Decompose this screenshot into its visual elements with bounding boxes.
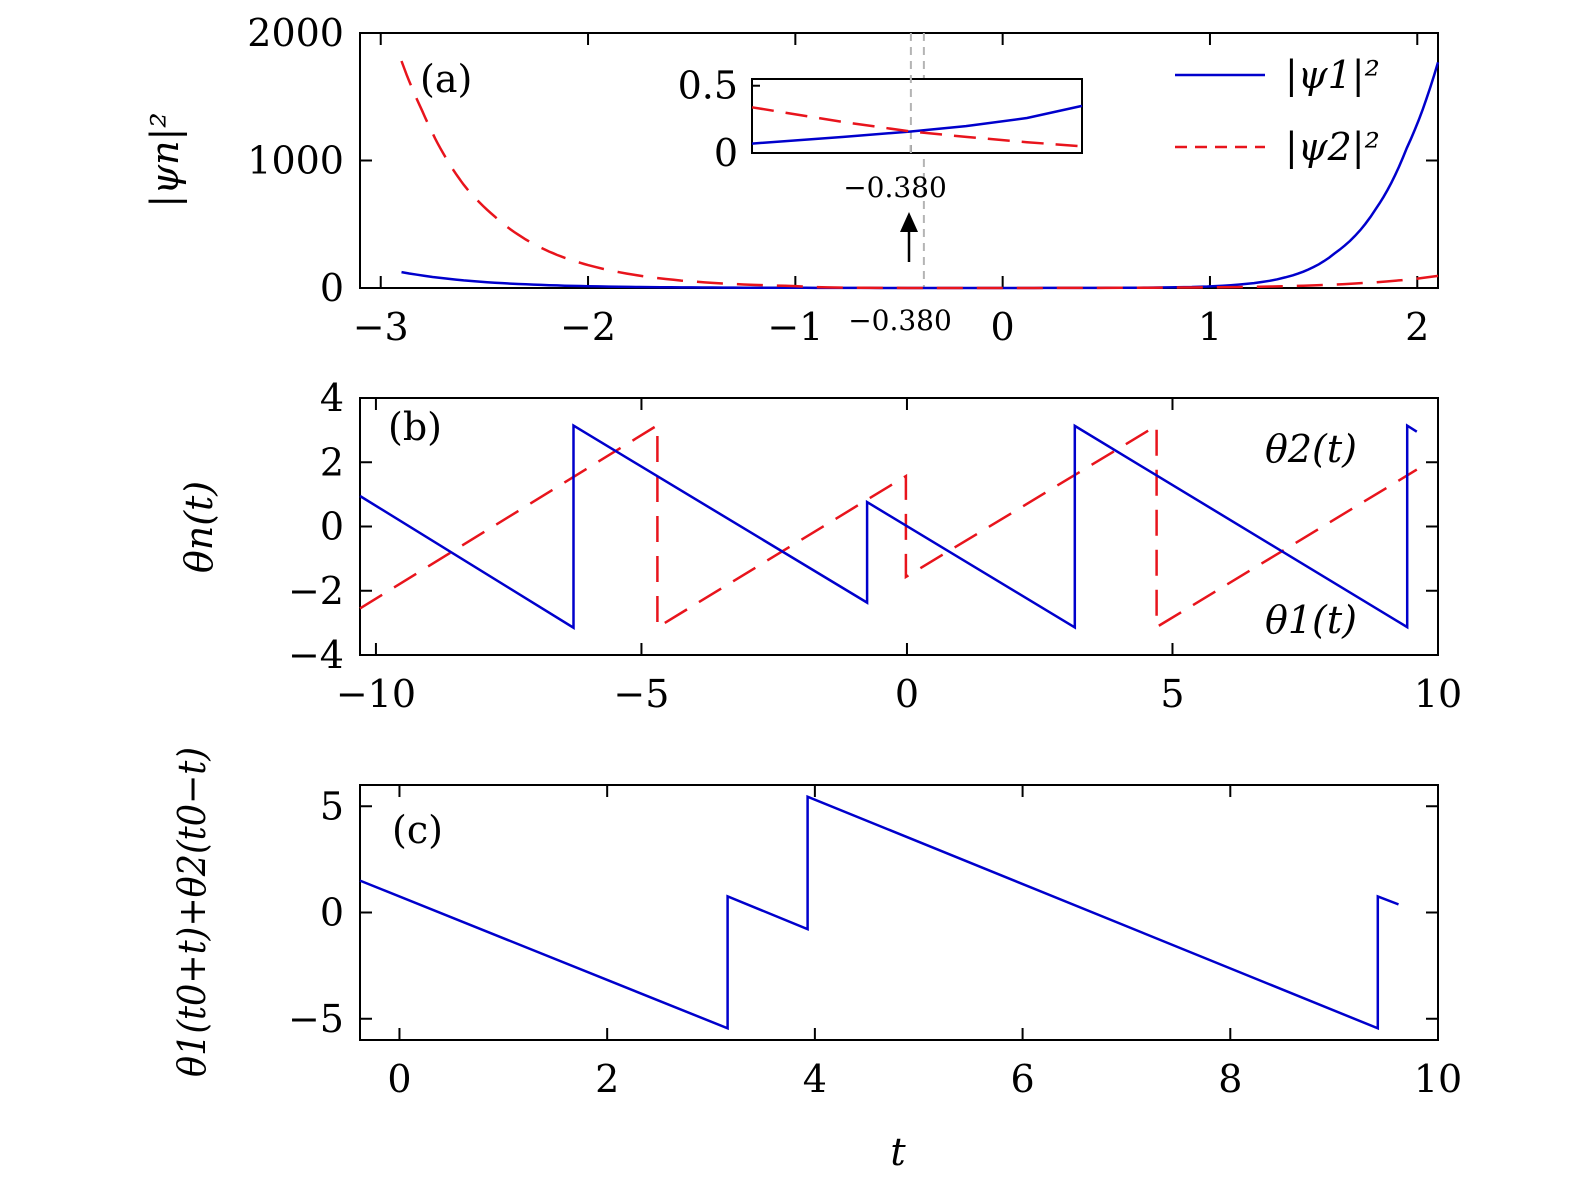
panel-a-frame (359, 32, 1439, 289)
series-theta1-label: θ1(t) (1265, 598, 1357, 642)
y-tick-label: −5 (288, 997, 344, 1041)
panel-b-ylabel: θn(t) (177, 481, 221, 573)
panel-c-xlabel: t (890, 1130, 906, 1174)
x-tick-label: −3 (353, 305, 409, 349)
inset-series-psi1-line (751, 104, 1083, 145)
series-theta1-line (359, 423, 1418, 630)
y-tick-label: 0 (320, 891, 344, 935)
panel-b: −10 −5 0 5 10 −4 −2 0 2 4 (b) θ2(t) θ1(t) θn(t) (177, 376, 1462, 716)
y-tick-label: −2 (288, 569, 344, 613)
x-tick-label: 2 (595, 1057, 619, 1101)
panel-b-tick-labels: −10 −5 0 5 10 −4 −2 0 2 4 (288, 376, 1462, 716)
y-tick-label: 1000 (247, 139, 344, 183)
panel-c-frame (359, 784, 1439, 1041)
panel-a-tick-labels: −3 −2 −1 0 1 2 0 1000 2000 (247, 11, 1429, 349)
panel-c-ticks (360, 785, 1439, 1040)
panel-a-annotation-label: −0.380 (848, 304, 952, 337)
x-tick-label: −10 (336, 672, 416, 716)
inset: 00.5 −0.380 (678, 33, 1083, 204)
series-theta2-label: θ2(t) (1265, 427, 1357, 471)
x-tick-label: −5 (613, 672, 669, 716)
x-tick-label: 2 (1405, 305, 1429, 349)
y-tick-label: 0 (320, 505, 344, 549)
x-tick-label: 4 (803, 1057, 827, 1101)
panel-a-ylabel: |ψn|² (143, 112, 187, 207)
inset-annotation-label: −0.380 (843, 171, 947, 204)
y-tick-label: 2000 (247, 11, 344, 55)
x-tick-label: −1 (767, 305, 823, 349)
series-theta2-line (359, 423, 1418, 630)
panel-c-label: (c) (392, 808, 443, 852)
panel-a-label: (a) (420, 57, 472, 101)
annotation-arrow (900, 212, 918, 262)
y-tick-label: 4 (320, 376, 344, 420)
x-tick-label: 5 (1160, 672, 1184, 716)
panel-c-ylabel: θ1(t0+t)+θ2(t0−t) (170, 747, 214, 1077)
panel-b-ticks (360, 397, 1439, 656)
y-tick-label: 5 (320, 784, 344, 828)
legend-psi1-label: |ψ1|² (1285, 53, 1380, 97)
inset-y-tick-label: 0 (714, 131, 738, 175)
legend-psi2-label: |ψ2|² (1285, 125, 1380, 169)
x-tick-label: 0 (991, 305, 1015, 349)
y-tick-label: 0 (320, 266, 344, 310)
y-tick-label: −4 (288, 633, 344, 677)
legend: |ψ1|² |ψ2|² (1175, 53, 1380, 169)
panel-c: 0 2 4 6 8 10 −5 0 5 (c) θ1(t0+t)+θ2(t0−t) t (170, 747, 1462, 1174)
panel-b-label: (b) (388, 405, 442, 449)
x-tick-label: 0 (387, 1057, 411, 1101)
y-tick-label: 2 (320, 440, 344, 484)
x-tick-label: 6 (1010, 1057, 1034, 1101)
x-tick-label: 8 (1218, 1057, 1242, 1101)
series-sum-line (359, 794, 1399, 1031)
x-tick-label: 1 (1198, 305, 1222, 349)
panel-a: −3 −2 −1 0 1 2 0 1000 2000 (a) −0.380 |ψn|² |ψ1|… (143, 11, 1440, 349)
inset-series-psi2-line (751, 106, 1083, 148)
x-tick-label: 0 (895, 672, 919, 716)
x-tick-label: −2 (560, 305, 616, 349)
series-psi2-line (400, 60, 1439, 290)
panel-c-tick-labels: 0 2 4 6 8 10 −5 0 5 (288, 784, 1462, 1101)
x-tick-label: 10 (1414, 1057, 1462, 1101)
x-tick-label: 10 (1414, 672, 1462, 716)
inset-y-tick-label: 0.5 (678, 64, 738, 108)
inset-tick-labels: 00.5 (678, 64, 738, 175)
panel-a-ticks (360, 32, 1438, 289)
